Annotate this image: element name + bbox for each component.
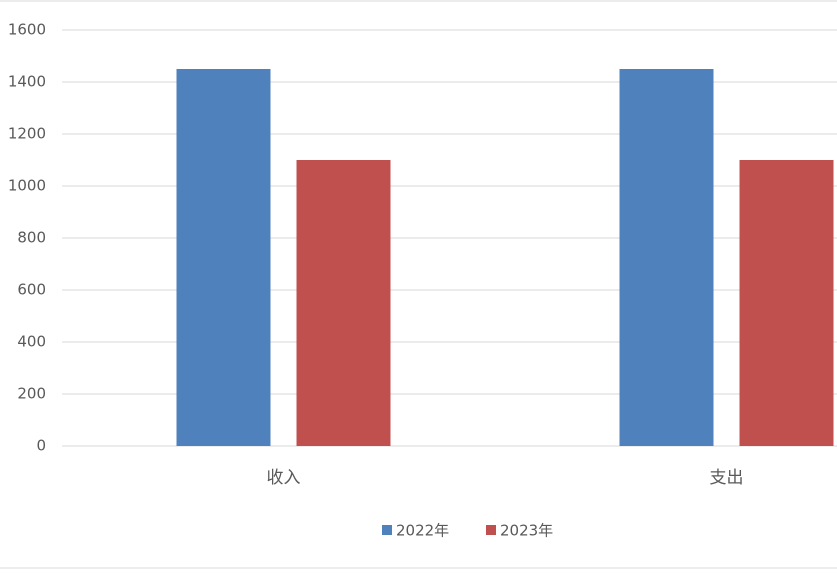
y-tick-label: 200: [17, 385, 46, 403]
y-tick-label: 0: [36, 437, 46, 455]
legend-swatch: [486, 525, 496, 535]
y-tick-label: 400: [17, 333, 46, 351]
y-tick-label: 1200: [8, 125, 46, 143]
y-tick-label: 1000: [8, 177, 46, 195]
bar: [619, 69, 714, 446]
y-tick-label: 1600: [8, 21, 46, 39]
y-tick-label: 1400: [8, 73, 46, 91]
x-tick-label: 收入: [267, 468, 301, 488]
legend-swatch: [382, 525, 392, 535]
legend-label: 2023年: [500, 522, 553, 540]
y-tick-label: 600: [17, 281, 46, 299]
x-tick-label: 支出: [710, 468, 744, 488]
bar: [176, 69, 271, 446]
bar: [739, 160, 834, 446]
bar: [296, 160, 391, 446]
legend-label: 2022年: [396, 522, 449, 540]
y-tick-label: 800: [17, 229, 46, 247]
